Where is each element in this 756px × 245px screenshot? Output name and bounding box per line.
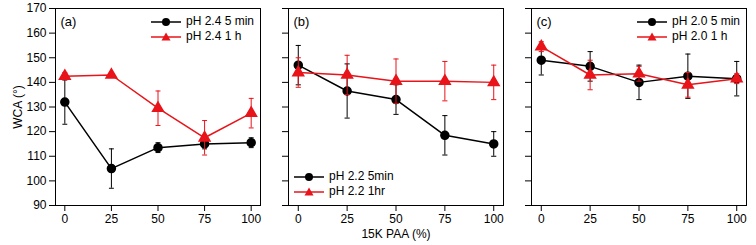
html-text:pH 2.0 5 min: pH 2.0 5 min: [672, 14, 740, 28]
svg-text:150: 150: [26, 51, 46, 65]
svg-text:25: 25: [105, 212, 119, 226]
svg-text:(b): (b): [294, 14, 310, 29]
svg-text:130: 130: [26, 100, 46, 114]
svg-text:100: 100: [727, 212, 747, 226]
html-text:pH 2.2 5min: pH 2.2 5min: [329, 169, 394, 183]
svg-text:(c): (c): [537, 14, 552, 29]
svg-text:140: 140: [26, 75, 46, 89]
svg-text:110: 110: [27, 149, 46, 163]
html-text:pH 2.0 1 h: pH 2.0 1 h: [672, 29, 728, 43]
svg-text:0: 0: [295, 212, 302, 226]
svg-text:25: 25: [340, 212, 354, 226]
svg-text:160: 160: [26, 26, 46, 40]
svg-text:WCA (°): WCA (°): [11, 85, 25, 128]
svg-text:15K PAA (%): 15K PAA (%): [361, 227, 430, 241]
svg-text:0: 0: [538, 212, 545, 226]
svg-text:75: 75: [681, 212, 695, 226]
html-text:pH 2.4 1 h: pH 2.4 1 h: [186, 29, 242, 43]
svg-text:100: 100: [484, 212, 504, 226]
svg-text:0: 0: [61, 212, 68, 226]
svg-text:50: 50: [389, 212, 403, 226]
svg-text:75: 75: [438, 212, 452, 226]
svg-text:75: 75: [198, 212, 212, 226]
html-text:pH 2.4 5 min: pH 2.4 5 min: [186, 14, 254, 28]
svg-text:25: 25: [583, 212, 597, 226]
svg-text:100: 100: [241, 212, 261, 226]
svg-text:120: 120: [26, 124, 46, 138]
svg-text:50: 50: [632, 212, 646, 226]
svg-text:100: 100: [26, 174, 46, 188]
svg-text:90: 90: [33, 198, 47, 212]
svg-text:170: 170: [26, 1, 46, 15]
svg-text:50: 50: [151, 212, 165, 226]
html-text:pH 2.2 1hr: pH 2.2 1hr: [329, 184, 385, 198]
svg-text:(a): (a): [61, 14, 77, 29]
